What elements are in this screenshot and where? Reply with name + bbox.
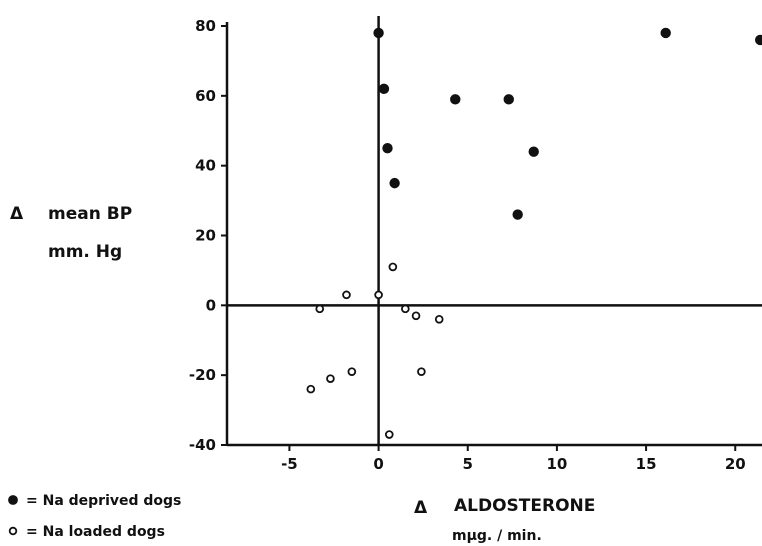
x-axis-label: ALDOSTERONE	[454, 496, 595, 516]
y-axis-ticks: -40 -20 0 20 40 60 80	[189, 17, 227, 454]
x-axis-unit: mμg. / min.	[452, 528, 542, 544]
legend-filled-circle-icon	[8, 495, 18, 505]
na-loaded-point	[347, 367, 357, 376]
y-tick-label: -20	[189, 366, 216, 384]
na-deprived-point	[378, 83, 390, 95]
na-deprived-point	[373, 27, 384, 39]
x-tick-label: -5	[281, 455, 298, 473]
legend-label-na-loaded: = Na loaded dogs	[26, 524, 165, 540]
y-axis-label: mean BP	[48, 204, 132, 224]
na-loaded-point	[401, 304, 410, 314]
na-deprived-point	[389, 177, 400, 189]
na-deprived-point	[528, 146, 539, 157]
legend-label-na-deprived: = Na deprived dogs	[26, 493, 181, 509]
na-deprived-point	[660, 27, 671, 39]
na-loaded-point	[326, 374, 335, 383]
na-deprived-point	[503, 94, 514, 105]
y-tick-label: 20	[195, 227, 216, 245]
na-loaded-point	[384, 430, 394, 439]
x-axis-ticks: -5 0 5 10 15 20	[281, 445, 746, 473]
x-tick-label: 10	[546, 455, 567, 473]
na-loaded-point	[434, 314, 444, 324]
na-deprived-point	[382, 143, 393, 154]
na-deprived-point	[512, 209, 523, 220]
na-loaded-point	[374, 290, 383, 300]
y-axis-title: Δ mean BP mm. Hg	[10, 204, 132, 262]
na-loaded-point	[417, 367, 426, 376]
na-loaded-point	[306, 384, 316, 394]
y-tick-label: 40	[195, 157, 216, 175]
na-loaded-point	[411, 311, 421, 321]
na-loaded-point	[342, 290, 351, 300]
y-tick-label: 80	[195, 17, 216, 35]
y-tick-label: -40	[189, 436, 216, 454]
na-loaded-point	[315, 304, 325, 314]
x-tick-label: 5	[463, 455, 473, 473]
data-points	[306, 27, 762, 439]
na-deprived-point	[450, 94, 461, 105]
plot-frame	[225, 16, 762, 447]
x-tick-label: 20	[725, 455, 746, 473]
x-tick-label: 0	[373, 455, 383, 473]
x-axis-delta-symbol: Δ	[414, 498, 428, 518]
y-axis-delta-symbol: Δ	[10, 204, 24, 224]
y-tick-label: 60	[195, 87, 216, 105]
y-tick-label: 0	[206, 296, 216, 314]
legend: = Na deprived dogs = Na loaded dogs	[8, 493, 181, 540]
na-loaded-point	[388, 262, 398, 272]
y-axis-unit: mm. Hg	[48, 242, 122, 262]
x-tick-label: 15	[636, 455, 657, 473]
legend-open-circle-icon	[8, 526, 18, 536]
x-axis-title: Δ ALDOSTERONE mμg. / min.	[414, 496, 595, 544]
na-deprived-point	[755, 34, 762, 46]
